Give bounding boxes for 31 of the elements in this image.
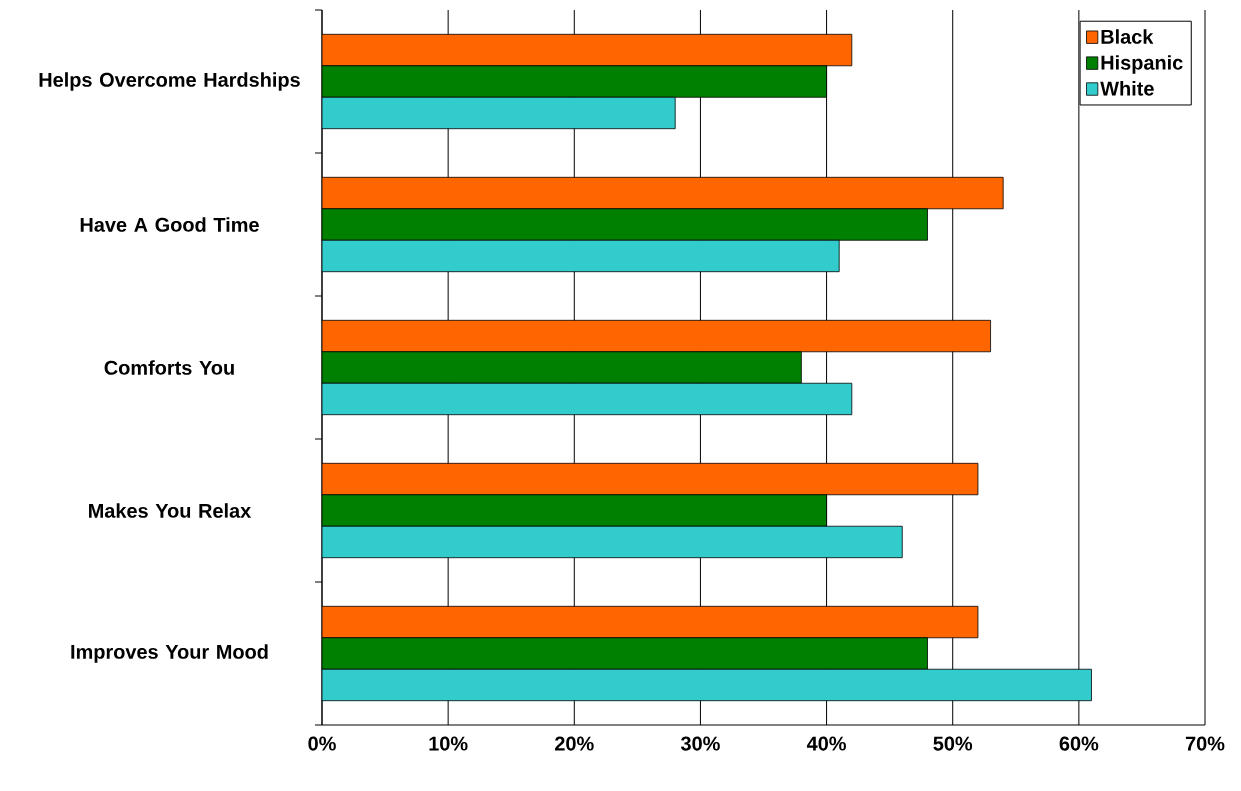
bar [322,462,979,496]
bar [322,382,853,416]
bar [322,96,676,130]
bar [322,65,827,98]
x-tick-label: 40% [806,736,846,751]
bar [322,176,1004,210]
x-tick-label: 0% [308,736,336,751]
legend-label: Black [1101,29,1154,44]
bar [322,525,903,559]
x-tick-label: 30% [680,736,720,751]
x-tick-label: 70% [1185,736,1225,751]
bar [322,239,840,273]
y-tick-label: Helps Overcome Hardships [39,72,300,91]
y-tick-label: Makes You Relax [89,503,252,518]
legend-label: White [1100,81,1154,96]
bar [322,351,802,384]
bar [322,637,928,670]
x-tick-label: 50% [933,736,973,751]
bar [322,33,853,67]
bar [322,605,979,639]
x-tick-label: 20% [555,736,594,751]
bar [322,668,1092,702]
legend-label: Hispanic [1101,55,1183,74]
bar [322,208,928,241]
y-tick-label: Improves Your Mood [71,644,268,663]
bar [322,319,991,353]
bar [322,494,827,527]
y-tick-label: Comforts You [104,360,234,375]
y-tick-label: Have A Good Time [80,217,259,232]
x-tick-label: 60% [1059,736,1099,751]
x-tick-label: 10% [429,736,468,751]
